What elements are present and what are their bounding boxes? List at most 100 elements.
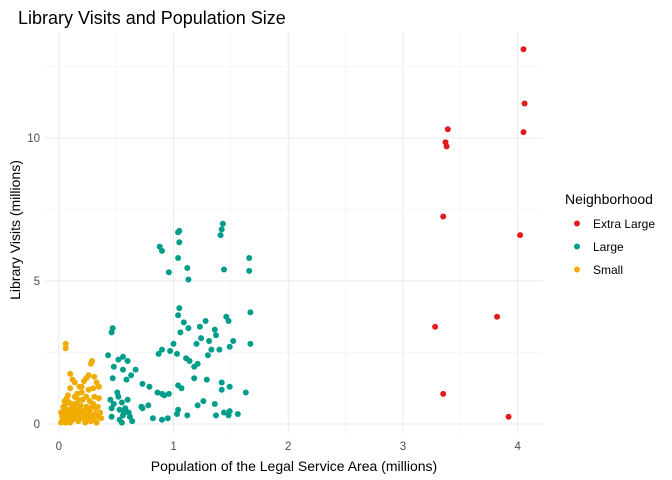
- legend-key: [574, 220, 580, 227]
- data-point: [98, 415, 105, 422]
- data-point: [194, 402, 201, 409]
- data-point: [432, 323, 439, 330]
- series-extra-large: [432, 46, 528, 420]
- data-point: [128, 372, 135, 379]
- data-point: [86, 398, 93, 405]
- data-point: [89, 403, 95, 410]
- data-point: [218, 379, 225, 386]
- data-point: [217, 232, 224, 239]
- data-point: [63, 416, 70, 423]
- data-point: [159, 416, 165, 423]
- x-axis-title: Population of the Legal Service Area (mi…: [151, 458, 437, 474]
- data-point: [95, 383, 102, 390]
- data-point: [115, 356, 122, 363]
- data-point: [213, 412, 219, 419]
- data-point: [71, 379, 78, 386]
- data-point: [193, 340, 200, 347]
- data-point: [247, 309, 254, 316]
- data-point: [83, 375, 90, 382]
- data-point: [180, 319, 187, 326]
- data-point: [520, 129, 527, 136]
- y-tick-label: 5: [34, 276, 40, 288]
- data-point: [216, 346, 223, 353]
- data-point: [242, 389, 249, 396]
- data-point: [84, 406, 91, 413]
- legend-label: Large: [593, 240, 624, 254]
- data-point: [191, 363, 198, 370]
- data-point: [149, 415, 156, 422]
- data-point: [225, 412, 232, 419]
- legend-label: Extra Large: [593, 217, 655, 231]
- data-point: [63, 395, 70, 402]
- data-point: [440, 213, 447, 220]
- data-point: [186, 358, 193, 364]
- data-point: [226, 383, 233, 390]
- data-point: [196, 323, 203, 330]
- data-point: [81, 415, 87, 422]
- data-point: [107, 396, 114, 403]
- legend-items: Extra Large Large Small: [574, 217, 655, 277]
- data-point: [203, 376, 210, 383]
- data-point: [92, 411, 99, 417]
- data-point: [505, 413, 512, 420]
- data-point: [211, 401, 218, 407]
- data-point: [77, 402, 84, 409]
- data-point: [494, 313, 501, 320]
- data-point: [175, 229, 182, 236]
- data-point: [146, 383, 153, 390]
- data-point: [174, 350, 180, 357]
- data-point: [91, 393, 98, 400]
- data-point: [211, 326, 218, 333]
- data-point: [76, 409, 83, 416]
- x-tick-label: 2: [285, 441, 291, 453]
- x-tick-label: 0: [56, 441, 62, 453]
- data-point: [200, 398, 207, 405]
- data-point: [218, 226, 225, 233]
- data-point: [159, 247, 165, 254]
- data-point: [97, 409, 104, 416]
- data-point: [165, 390, 172, 397]
- data-point: [139, 380, 146, 387]
- legend-label: Small: [593, 263, 623, 277]
- data-point: [167, 348, 174, 354]
- data-point: [204, 352, 211, 359]
- data-point: [62, 401, 69, 407]
- data-point: [120, 366, 126, 373]
- data-point: [123, 376, 130, 383]
- data-point: [225, 318, 232, 324]
- data-point: [213, 332, 219, 339]
- series-small: [58, 340, 105, 426]
- data-point: [191, 375, 198, 382]
- legend-key: [574, 243, 580, 250]
- data-point: [221, 266, 227, 273]
- data-point: [124, 358, 131, 364]
- data-point: [230, 338, 237, 344]
- data-point: [58, 419, 65, 426]
- data-point: [521, 100, 528, 107]
- data-point: [85, 386, 92, 393]
- data-point: [91, 373, 98, 380]
- legend-key: [574, 266, 580, 273]
- data-point: [83, 393, 90, 400]
- data-point: [129, 418, 136, 425]
- data-point: [175, 312, 182, 319]
- data-point: [75, 396, 82, 403]
- data-point: [110, 363, 117, 370]
- data-point: [177, 329, 184, 336]
- data-point: [206, 338, 213, 344]
- data-point: [164, 415, 171, 422]
- x-tick-label: 1: [170, 441, 176, 453]
- data-point: [132, 366, 139, 373]
- y-tick-label: 10: [27, 133, 40, 145]
- x-tick-label: 4: [515, 441, 522, 453]
- data-point: [109, 375, 116, 382]
- data-point: [184, 265, 191, 271]
- data-point: [184, 412, 191, 419]
- data-point: [246, 255, 253, 261]
- data-point: [246, 267, 253, 274]
- data-point: [124, 396, 131, 403]
- data-point: [139, 405, 146, 412]
- data-point: [95, 395, 102, 402]
- data-point: [108, 329, 115, 336]
- data-point: [115, 393, 122, 400]
